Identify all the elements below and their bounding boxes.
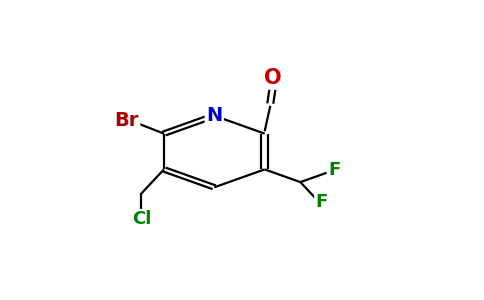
Text: F: F	[328, 161, 340, 179]
Text: Br: Br	[114, 111, 139, 130]
Text: F: F	[316, 193, 328, 211]
Text: Cl: Cl	[132, 210, 151, 228]
Text: O: O	[264, 68, 282, 88]
Text: N: N	[206, 106, 223, 125]
